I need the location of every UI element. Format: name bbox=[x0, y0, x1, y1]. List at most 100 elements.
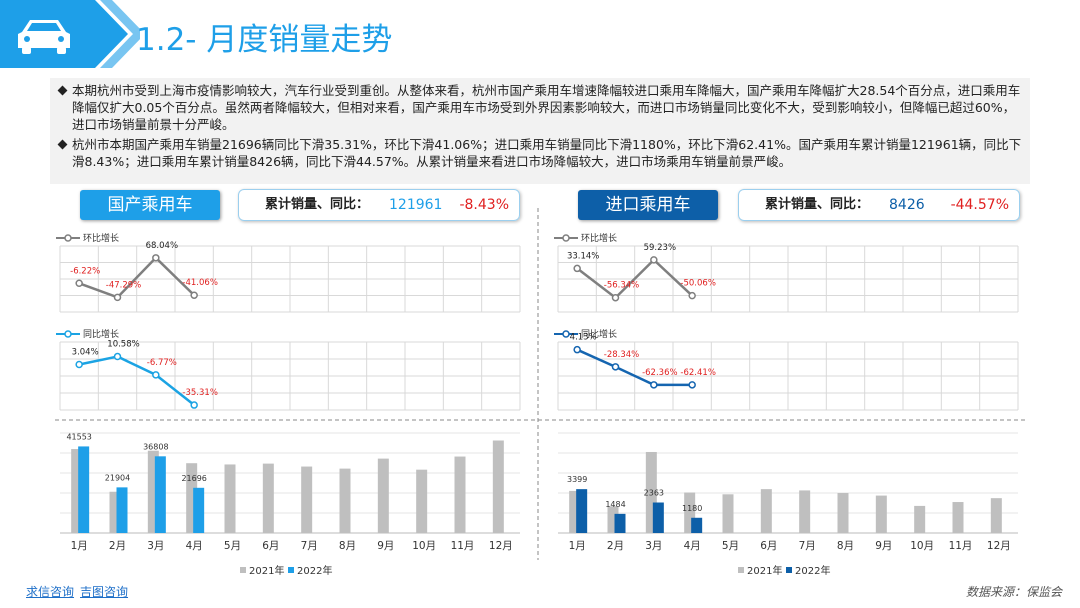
source-note: 数据来源：保监会 bbox=[965, 585, 1062, 599]
x-tick-label: 4月 bbox=[186, 540, 203, 552]
x-tick-label: 1月 bbox=[71, 540, 88, 552]
point bbox=[611, 363, 620, 371]
point bbox=[573, 345, 581, 354]
bar bbox=[193, 487, 205, 533]
series-line bbox=[78, 256, 196, 299]
x-tick-label: 8月 bbox=[339, 540, 356, 552]
data-label: 21904 bbox=[105, 473, 130, 482]
data-label: 4.13% bbox=[570, 333, 597, 343]
bar bbox=[799, 490, 811, 533]
bar bbox=[607, 506, 619, 533]
x-tick-label: 2月 bbox=[109, 540, 126, 552]
footer-link[interactable]: 求信咨询 bbox=[26, 585, 75, 599]
data-label: -35.31% bbox=[182, 388, 217, 398]
legend-swatch bbox=[738, 567, 744, 573]
panel-button: 进口乘用车 bbox=[578, 190, 718, 220]
info-yoy: -44.57% bbox=[950, 197, 1009, 213]
legend-label: 同比增长 bbox=[581, 328, 617, 340]
point bbox=[152, 254, 160, 262]
bar bbox=[614, 513, 626, 533]
bar bbox=[569, 490, 581, 533]
x-tick-label: 8月 bbox=[837, 540, 854, 552]
legend-marker bbox=[562, 234, 570, 242]
info-box: 累计销量、同比： 121961 -8.43% bbox=[238, 189, 520, 221]
bar bbox=[722, 494, 734, 533]
data-label: 1484 bbox=[605, 500, 625, 509]
info-yoy: -8.43% bbox=[459, 197, 509, 213]
legend-label: 2022年 bbox=[795, 564, 830, 577]
legend-label: 环比增长 bbox=[581, 232, 617, 244]
data-label: 36808 bbox=[143, 442, 168, 451]
point bbox=[688, 381, 696, 389]
bar bbox=[691, 517, 703, 533]
legend-marker bbox=[562, 330, 570, 338]
data-label: -56.34% bbox=[604, 281, 639, 291]
data-label: -41.06% bbox=[182, 278, 217, 288]
bullet-text: 本期杭州市受到上海市疫情影响较大，汽车行业受到重创。从整体来看，杭州市国产乘用车… bbox=[56, 82, 1024, 133]
chevron-accent bbox=[100, 0, 140, 68]
data-label: 68.04% bbox=[146, 241, 178, 251]
data-label: -6.22% bbox=[70, 266, 100, 276]
legend-label: 环比增长 bbox=[83, 232, 119, 244]
x-tick-label: 10月 bbox=[412, 540, 436, 552]
bar bbox=[760, 489, 772, 533]
bar bbox=[875, 495, 887, 533]
x-tick-label: 2月 bbox=[607, 540, 624, 552]
bar bbox=[339, 468, 351, 533]
point bbox=[688, 291, 696, 300]
bar bbox=[576, 489, 588, 533]
bar bbox=[301, 466, 313, 533]
info-label: 累计销量、同比： bbox=[265, 197, 370, 212]
bullet-box: 本期杭州市受到上海市疫情影响较大，汽车行业受到重创。从整体来看，杭州市国产乘用车… bbox=[50, 78, 1030, 184]
x-tick-label: 7月 bbox=[799, 540, 816, 552]
data-label: -62.41% bbox=[680, 368, 715, 378]
point bbox=[113, 352, 122, 361]
bar bbox=[492, 440, 504, 533]
data-label: 59.23% bbox=[644, 243, 676, 253]
point bbox=[113, 293, 122, 302]
data-label: 3399 bbox=[567, 475, 587, 484]
header-icon bbox=[0, 0, 140, 68]
data-label: 41553 bbox=[66, 432, 91, 441]
x-tick-label: 11月 bbox=[949, 540, 973, 552]
legend-label: 2022年 bbox=[297, 564, 332, 577]
bar bbox=[914, 505, 926, 533]
series-line bbox=[576, 348, 693, 387]
footer-link[interactable]: 吉图咨询 bbox=[80, 585, 129, 599]
bar bbox=[837, 493, 849, 533]
legend-marker bbox=[64, 234, 72, 242]
x-tick-label: 10月 bbox=[910, 540, 934, 552]
legend-label: 2021年 bbox=[747, 564, 782, 577]
x-tick-label: 7月 bbox=[301, 540, 318, 552]
data-label: 1180 bbox=[682, 504, 702, 513]
data-label: -62.36% bbox=[642, 368, 677, 378]
x-tick-label: 6月 bbox=[760, 540, 777, 552]
x-tick-label: 12月 bbox=[489, 540, 513, 552]
info-label: 累计销量、同比： bbox=[765, 197, 870, 212]
data-label: 33.14% bbox=[567, 251, 599, 261]
x-tick-label: 4月 bbox=[684, 540, 701, 552]
bar bbox=[154, 456, 166, 533]
point bbox=[75, 279, 83, 288]
bar bbox=[645, 451, 657, 533]
legend-label: 2021年 bbox=[249, 564, 284, 577]
data-label: -50.06% bbox=[680, 279, 715, 289]
bar bbox=[224, 464, 236, 533]
series-line bbox=[576, 258, 694, 300]
info-box: 累计销量、同比： 8426 -44.57% bbox=[738, 189, 1020, 221]
x-tick-label: 11月 bbox=[451, 540, 475, 552]
point bbox=[152, 371, 160, 379]
data-label: 2363 bbox=[644, 489, 664, 498]
bar bbox=[71, 449, 83, 533]
x-tick-label: 9月 bbox=[875, 540, 892, 552]
slide-title: 1.2- 月度销量走势 bbox=[136, 22, 393, 58]
series-line bbox=[78, 355, 195, 407]
legend-swatch bbox=[288, 567, 294, 573]
panel-button: 国产乘用车 bbox=[80, 190, 220, 220]
point bbox=[650, 256, 658, 264]
x-tick-label: 5月 bbox=[224, 540, 241, 552]
data-label: -28.34% bbox=[604, 350, 639, 360]
bar bbox=[652, 502, 664, 533]
info-total: 121961 bbox=[389, 197, 443, 213]
